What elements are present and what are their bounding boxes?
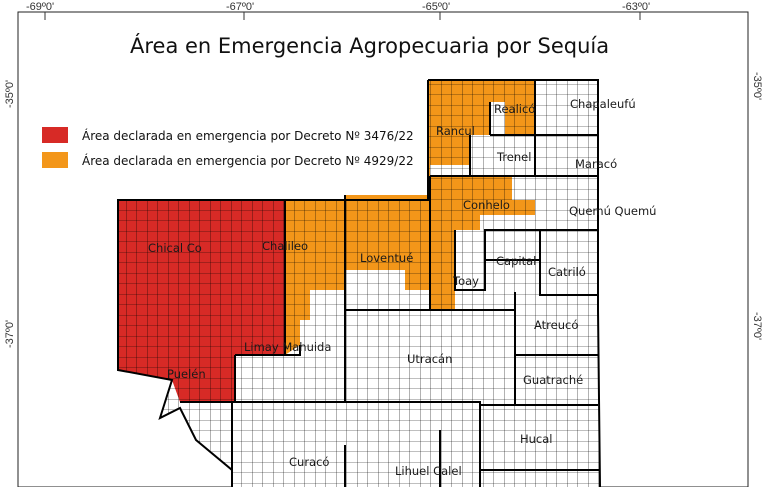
dept-label-loventue: Loventué — [360, 251, 413, 265]
department-boundaries — [180, 80, 600, 487]
dept-label-utracan: Utracán — [407, 352, 452, 366]
dept-label-rancul: Rancul — [436, 124, 475, 138]
coord-right-1: -35º0' — [751, 72, 763, 100]
legend: Área declarada en emergencia por Decreto… — [42, 127, 414, 168]
dept-label-puelen: Puelén — [167, 367, 206, 381]
cadastral-grid — [118, 80, 600, 487]
map-title: Área en Emergencia Agropecuaria por Sequ… — [130, 33, 609, 58]
dept-label-trenel: Trenel — [496, 150, 531, 164]
dept-label-maraco: Maracó — [575, 157, 617, 171]
dept-label-quemu-quemu: Quemú Quemú — [569, 204, 656, 218]
dept-label-limay-mahuida: Limay Mahuida — [244, 340, 331, 354]
dept-label-lihuel-calel: Lihuel Calel — [395, 464, 462, 478]
dept-label-conhelo: Conhelo — [463, 198, 510, 212]
dept-label-chical-co: Chical Co — [148, 241, 202, 255]
legend-label-decreto-3476: Área declarada en emergencia por Decreto… — [82, 128, 414, 143]
legend-swatch-decreto-4929 — [42, 152, 68, 168]
coord-top-4: -63º0' — [622, 1, 650, 13]
dept-label-curaco: Curacó — [289, 455, 329, 469]
dept-label-toay: Toay — [452, 274, 479, 288]
coord-left-2: -37º0' — [4, 320, 16, 348]
dept-label-guatrache: Guatraché — [523, 373, 583, 387]
department-labels: Chical Co Chalileo Loventué Rancul Reali… — [148, 97, 656, 478]
dept-label-realico: Realicó — [494, 102, 535, 116]
dept-label-chapaleufu: Chapaleufú — [570, 97, 636, 111]
coord-top-1: -69º0' — [26, 1, 54, 13]
dept-label-hucal: Hucal — [520, 432, 553, 446]
dept-label-chalileo: Chalileo — [262, 239, 308, 253]
legend-swatch-decreto-3476 — [42, 127, 68, 143]
coordinate-labels-top: -69º0' -67º0' -65º0' -63º0' — [26, 1, 650, 20]
coord-right-2: -37º0' — [751, 312, 763, 340]
coord-left-1: -35º0' — [4, 80, 16, 108]
coordinate-labels-side: -35º0' -37º0' -35º0' -37º0' — [4, 72, 763, 348]
coord-top-3: -65º0' — [422, 1, 450, 13]
province-outline — [117, 79, 601, 487]
legend-label-decreto-4929: Área declarada en emergencia por Decreto… — [82, 153, 414, 168]
dept-label-atreuco: Atreucó — [534, 318, 578, 332]
dept-label-catrilo: Catriló — [548, 265, 586, 279]
coord-top-2: -67º0' — [226, 1, 254, 13]
dept-label-capital: Capital — [496, 254, 536, 268]
